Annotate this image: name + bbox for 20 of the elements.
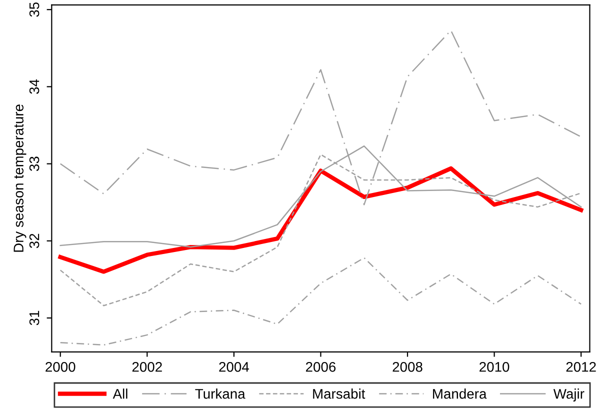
line-series <box>58 166 584 274</box>
x-tick-label: 2000 <box>46 362 76 372</box>
x-tick-label: 2008 <box>392 362 422 372</box>
x-tick-label: 2002 <box>132 362 162 372</box>
legend-label: Marsabit <box>313 388 366 399</box>
legend-label: Mandera <box>433 388 487 399</box>
y-tick-label: 33 <box>29 156 40 171</box>
y-tick-label: 34 <box>29 79 40 94</box>
x-tick-label: 2010 <box>480 362 510 372</box>
x-tick-label: 2012 <box>566 362 596 372</box>
legend-label: All <box>112 388 128 399</box>
y-tick-label: 32 <box>29 234 40 248</box>
legend-label: Wajir <box>553 388 584 402</box>
x-tick-label: 2004 <box>219 362 249 372</box>
line-series <box>60 257 582 346</box>
legend-label: Turkana <box>195 388 246 399</box>
y-tick-label: 35 <box>29 2 40 17</box>
y-axis-title: Dry season temperature <box>14 104 26 252</box>
x-tick-label: 2006 <box>306 362 336 372</box>
y-tick-label: 31 <box>29 310 40 326</box>
